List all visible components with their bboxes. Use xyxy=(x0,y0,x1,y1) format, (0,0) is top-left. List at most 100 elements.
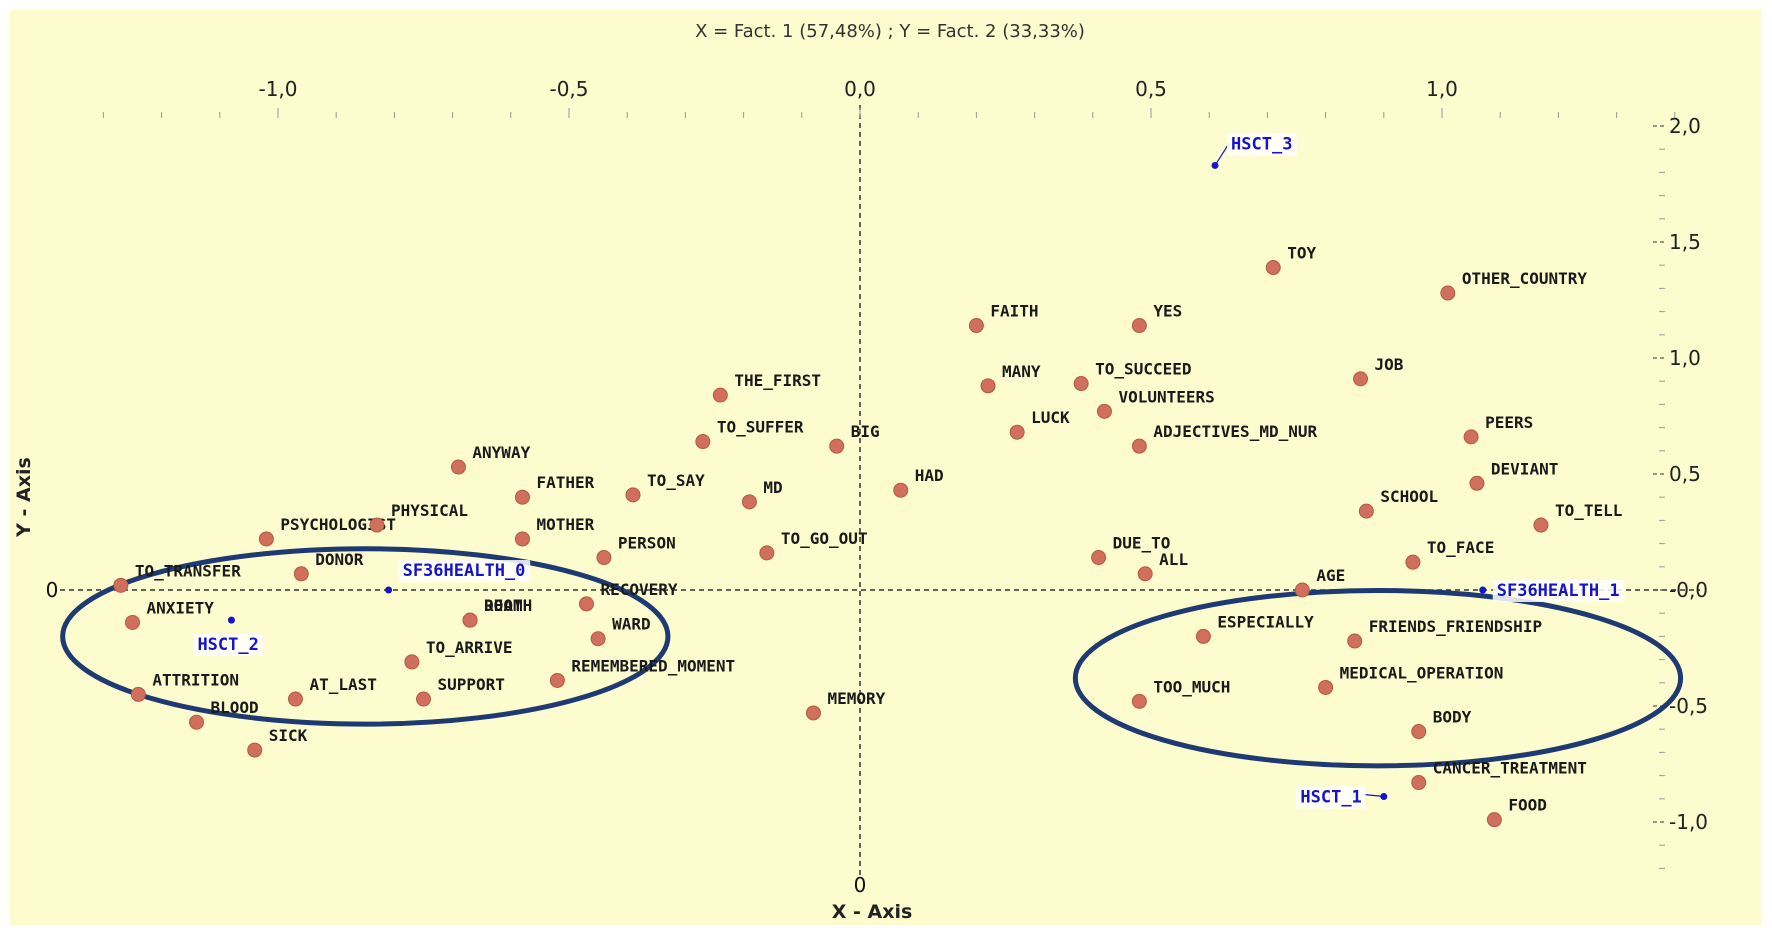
point-marker xyxy=(450,459,466,475)
word-point: MANY xyxy=(980,362,1041,394)
point-label: TOO_MUCH xyxy=(1153,677,1230,696)
point-label: AT_LAST xyxy=(309,675,376,694)
point-label: SICK xyxy=(269,726,308,745)
point-marker xyxy=(578,596,594,612)
point-label: MD xyxy=(763,478,782,497)
point-label: PHYSICAL xyxy=(391,501,468,520)
point-label: TO_TRANSFER xyxy=(135,561,241,580)
point-label: ROOM xyxy=(484,596,523,615)
point-label: ESPECIALLY xyxy=(1217,612,1314,631)
word-point: JOB xyxy=(1353,355,1404,387)
point-marker xyxy=(1353,371,1369,387)
word-point: MOTHER xyxy=(514,515,595,547)
point-marker xyxy=(893,482,909,498)
point-marker xyxy=(189,714,205,730)
point-label: TO_GO_OUT xyxy=(781,529,868,548)
cluster-ellipse xyxy=(1072,587,1684,769)
point-label: ANYWAY xyxy=(472,443,530,462)
point-marker xyxy=(258,531,274,547)
point-label: RECOVERY xyxy=(600,580,677,599)
point-label: MEDICAL_OPERATION xyxy=(1340,663,1504,682)
word-point: BODY xyxy=(1411,708,1472,740)
word-point: AT_LAST xyxy=(287,675,377,707)
supplementary-point: HSCT_2 xyxy=(193,616,264,657)
word-point: SICK xyxy=(247,726,308,758)
point-label: JOB xyxy=(1375,355,1404,374)
supplementary-label-bg xyxy=(398,560,531,582)
point-marker xyxy=(113,577,129,593)
word-point: CANCER_TREATMENT xyxy=(1411,759,1587,791)
word-point: PEERS xyxy=(1463,413,1533,445)
point-marker xyxy=(741,494,757,510)
point-marker xyxy=(1405,554,1421,570)
x-tick-label: -0,5 xyxy=(549,77,588,101)
point-marker xyxy=(514,531,530,547)
word-point: TO_FACE xyxy=(1405,538,1494,570)
supplementary-label-bg xyxy=(193,634,264,657)
point-marker xyxy=(369,517,385,533)
point-label: ADJECTIVES_MD_NUR xyxy=(1153,422,1317,441)
point-label: DONOR xyxy=(315,550,364,569)
word-point: FAITH xyxy=(968,302,1039,334)
y-tick-label: -0,0 xyxy=(1669,578,1708,602)
point-marker xyxy=(1358,503,1374,519)
point-marker xyxy=(625,487,641,503)
x-tick-label: 0,0 xyxy=(844,77,876,101)
supplementary-point: SF36HEALTH_1 xyxy=(1479,580,1625,602)
point-marker xyxy=(1009,424,1025,440)
word-point: RECOVERY xyxy=(578,580,678,612)
word-point: TO_SUFFER xyxy=(695,418,804,450)
supplementary-label-bg xyxy=(1227,133,1297,156)
point-label: LUCK xyxy=(1031,408,1070,427)
axes: -1,0 -0,5 0,0 0,5 1,02,01,51,00,5-0,0-0,5-1,… xyxy=(46,77,1708,897)
supplementary-label-bg xyxy=(1296,786,1366,809)
word-point: TO_ARRIVE xyxy=(404,638,513,670)
point-marker xyxy=(1411,775,1427,791)
supplementary-point: SF36HEALTH_0 xyxy=(385,560,531,594)
supplementary-point: HSCT_1 xyxy=(1296,786,1388,809)
point-marker xyxy=(1091,550,1107,566)
word-point: DEVIANT xyxy=(1469,459,1558,491)
ellipse-annotations xyxy=(60,546,1684,769)
point-label: OTHER_COUNTRY xyxy=(1462,269,1588,288)
point-marker xyxy=(462,612,478,628)
point-marker xyxy=(247,742,263,758)
point-label: WARD xyxy=(612,615,651,634)
point-marker xyxy=(1137,566,1153,582)
point-label: BLOOD xyxy=(211,698,259,717)
point-label: YES xyxy=(1153,302,1182,321)
point-label: THE_FIRST xyxy=(734,371,821,390)
point-marker xyxy=(1469,475,1485,491)
point-marker xyxy=(1096,403,1112,419)
point-label: AGE xyxy=(1316,566,1345,585)
point-marker xyxy=(590,631,606,647)
point-marker xyxy=(514,489,530,505)
point-marker xyxy=(549,672,565,688)
point-label: DUE_TO xyxy=(1113,534,1171,553)
word-point: TOY xyxy=(1265,244,1316,276)
point-marker xyxy=(805,705,821,721)
word-point: BLOOD xyxy=(189,698,259,730)
point-label: SUPPORT xyxy=(438,675,505,694)
point-marker xyxy=(596,550,612,566)
word-point: FRIENDS_FRIENDSHIP xyxy=(1347,617,1542,649)
point-label: MOTHER xyxy=(536,515,594,534)
supplementary-label: SF36HEALTH_0 xyxy=(403,561,526,581)
point-marker xyxy=(1347,633,1363,649)
word-point: ESPECIALLY xyxy=(1195,612,1314,644)
supplementary-marker xyxy=(1479,586,1487,594)
point-label: PSYCHOLOGIST xyxy=(280,515,396,534)
point-marker xyxy=(1195,628,1211,644)
point-marker xyxy=(1073,376,1089,392)
word-point: DONOR xyxy=(293,550,364,582)
point-label: TO_SUCCEED xyxy=(1095,360,1191,379)
word-point: BIG xyxy=(829,422,880,454)
y-tick-label: 1,5 xyxy=(1669,230,1701,254)
point-label: PEERS xyxy=(1485,413,1533,432)
word-point: WARD xyxy=(590,615,651,647)
point-marker xyxy=(1265,260,1281,276)
supplementary-label: HSCT_3 xyxy=(1231,134,1292,154)
point-marker xyxy=(130,686,146,702)
y-origin-label: 0 xyxy=(46,578,59,602)
